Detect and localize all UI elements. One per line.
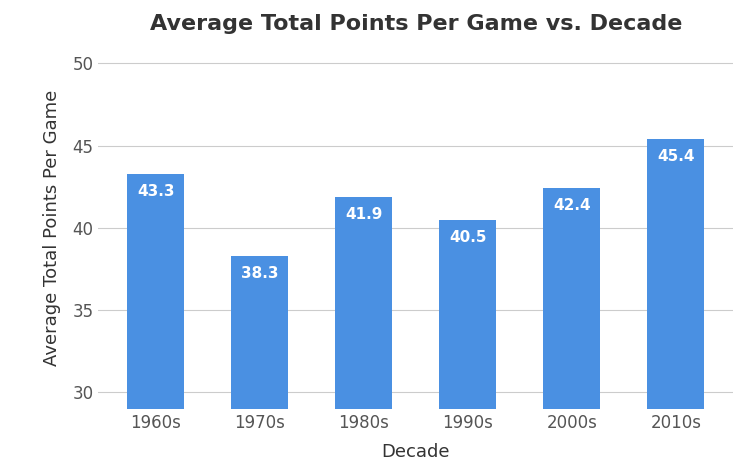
Text: 38.3: 38.3 xyxy=(241,266,278,281)
Bar xyxy=(439,219,497,470)
Text: 41.9: 41.9 xyxy=(345,207,383,221)
Text: 42.4: 42.4 xyxy=(553,198,590,213)
Text: 45.4: 45.4 xyxy=(657,149,695,164)
Bar xyxy=(647,139,705,470)
Bar xyxy=(231,256,288,470)
X-axis label: Decade: Decade xyxy=(382,443,450,461)
Text: 40.5: 40.5 xyxy=(449,230,487,244)
Bar xyxy=(335,196,392,470)
Bar xyxy=(544,188,600,470)
Bar xyxy=(127,173,184,470)
Title: Average Total Points Per Game vs. Decade: Average Total Points Per Game vs. Decade xyxy=(150,14,682,34)
Y-axis label: Average Total Points Per Game: Average Total Points Per Game xyxy=(43,90,61,366)
Text: 43.3: 43.3 xyxy=(137,184,175,198)
